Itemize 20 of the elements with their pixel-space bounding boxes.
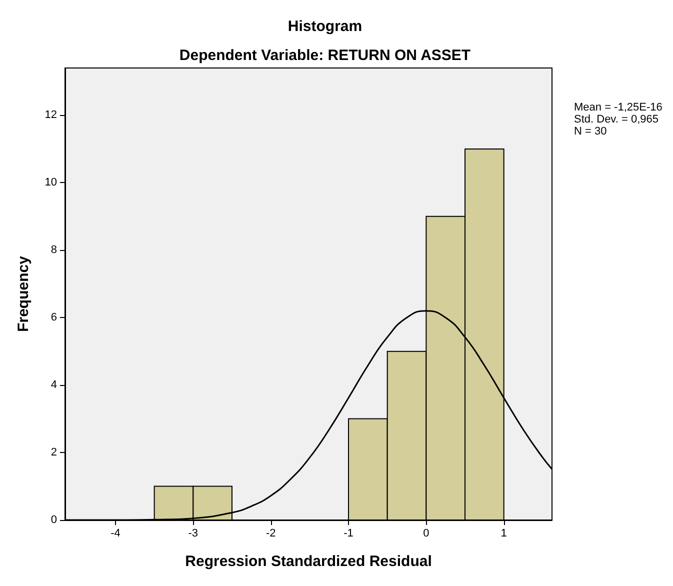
x-tick-label: -4 (110, 528, 120, 540)
chart-title: Histogram (288, 18, 362, 35)
y-axis-title: Frequency (15, 255, 32, 332)
y-tick-label: 6 (50, 312, 57, 324)
x-tick-label: -1 (344, 528, 354, 540)
chart-subtitle: Dependent Variable: RETURN ON ASSET (179, 47, 471, 64)
x-tick-label: -2 (266, 528, 276, 540)
x-axis-title: Regression Standardized Residual (185, 553, 432, 570)
y-tick-label: 12 (44, 109, 57, 122)
text: Std. Dev. = 0,965 (574, 114, 658, 126)
y-tick-label: 2 (50, 446, 57, 459)
x-tick-label: -3 (188, 528, 198, 540)
y-tick-label: 4 (50, 379, 57, 392)
y-tick-label: 0 (50, 514, 57, 526)
text: Mean = -1,25E-16 (574, 102, 662, 114)
text: N = 30 (574, 126, 607, 138)
y-tick-label: 8 (50, 244, 57, 256)
x-tick-label: 1 (500, 528, 507, 540)
y-tick-label: 10 (44, 176, 57, 189)
x-tick-label: 0 (423, 528, 430, 540)
